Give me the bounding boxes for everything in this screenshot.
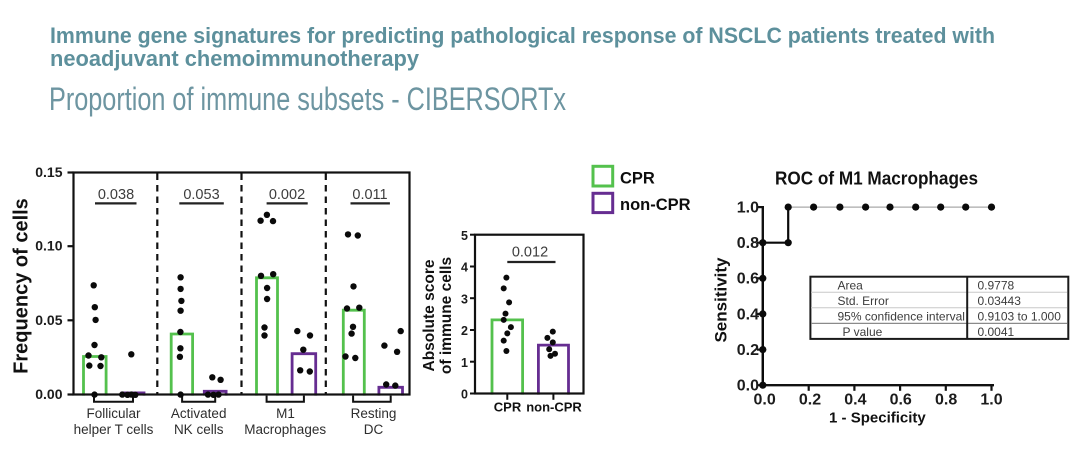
svg-text:Proportion of immune subsets -: Proportion of immune subsets - CIBERSORT… — [49, 81, 566, 117]
svg-text:0.03443: 0.03443 — [978, 294, 1022, 308]
svg-text:Macrophages: Macrophages — [244, 422, 326, 437]
svg-text:0.8: 0.8 — [737, 235, 759, 252]
svg-text:Area: Area — [838, 278, 864, 292]
svg-text:P value: P value — [843, 325, 883, 339]
svg-text:CPR: CPR — [494, 400, 522, 415]
svg-text:Frequency of cells: Frequency of cells — [11, 198, 33, 374]
svg-text:0.4: 0.4 — [844, 392, 866, 409]
svg-text:Sensitivity: Sensitivity — [712, 257, 731, 343]
svg-text:non-CPR: non-CPR — [620, 196, 691, 214]
svg-text:3: 3 — [461, 292, 468, 306]
svg-text:0.05: 0.05 — [35, 312, 62, 328]
svg-text:Absolute score: Absolute score — [421, 259, 438, 371]
svg-text:M1: M1 — [276, 406, 295, 421]
svg-text:0.4: 0.4 — [737, 306, 759, 323]
svg-text:0.10: 0.10 — [35, 238, 62, 254]
svg-text:1 - Specificity: 1 - Specificity — [829, 410, 926, 427]
svg-text:NK cells: NK cells — [174, 422, 224, 437]
svg-text:0.6: 0.6 — [737, 271, 759, 288]
svg-text:Follicular: Follicular — [86, 406, 141, 421]
svg-text:0.053: 0.053 — [183, 187, 219, 203]
svg-text:0.15: 0.15 — [35, 164, 62, 180]
svg-text:CPR: CPR — [620, 169, 655, 187]
svg-text:ROC of M1 Macrophages: ROC of M1 Macrophages — [775, 167, 978, 188]
svg-text:0.0: 0.0 — [737, 378, 759, 395]
svg-text:0.0: 0.0 — [753, 392, 775, 409]
svg-text:1.0: 1.0 — [737, 200, 759, 217]
svg-text:non-CPR: non-CPR — [526, 400, 582, 415]
svg-text:1: 1 — [461, 356, 468, 370]
svg-text:0.2: 0.2 — [737, 342, 759, 359]
svg-text:0: 0 — [461, 388, 468, 402]
svg-text:0.011: 0.011 — [352, 187, 387, 203]
svg-text:2: 2 — [461, 324, 468, 338]
svg-text:5: 5 — [461, 229, 468, 243]
svg-text:95% confidence interval: 95% confidence interval — [838, 309, 965, 323]
svg-text:0.9778: 0.9778 — [978, 278, 1015, 292]
svg-text:Immune gene signatures for pre: Immune gene signatures for predicting pa… — [50, 23, 995, 48]
svg-text:1.0: 1.0 — [980, 392, 1002, 409]
svg-text:neoadjuvant chemoimmunotherapy: neoadjuvant chemoimmunotherapy — [50, 46, 420, 71]
svg-text:4: 4 — [461, 261, 468, 275]
svg-text:0.012: 0.012 — [512, 245, 548, 261]
svg-text:0.038: 0.038 — [98, 187, 134, 203]
svg-text:Activated: Activated — [171, 406, 227, 421]
svg-text:0.9103 to 1.000: 0.9103 to 1.000 — [978, 309, 1062, 323]
svg-text:0.0041: 0.0041 — [978, 325, 1015, 339]
svg-text:0.00: 0.00 — [35, 386, 62, 402]
svg-text:of immune cells: of immune cells — [438, 257, 455, 374]
svg-text:Std. Error: Std. Error — [838, 294, 889, 308]
svg-text:0.6: 0.6 — [890, 392, 912, 409]
svg-text:helper T cells: helper T cells — [74, 422, 154, 437]
svg-text:0.002: 0.002 — [269, 187, 305, 203]
svg-text:Resting: Resting — [351, 406, 397, 421]
svg-text:0.2: 0.2 — [799, 392, 821, 409]
svg-text:DC: DC — [364, 422, 384, 437]
svg-text:0.8: 0.8 — [935, 392, 957, 409]
